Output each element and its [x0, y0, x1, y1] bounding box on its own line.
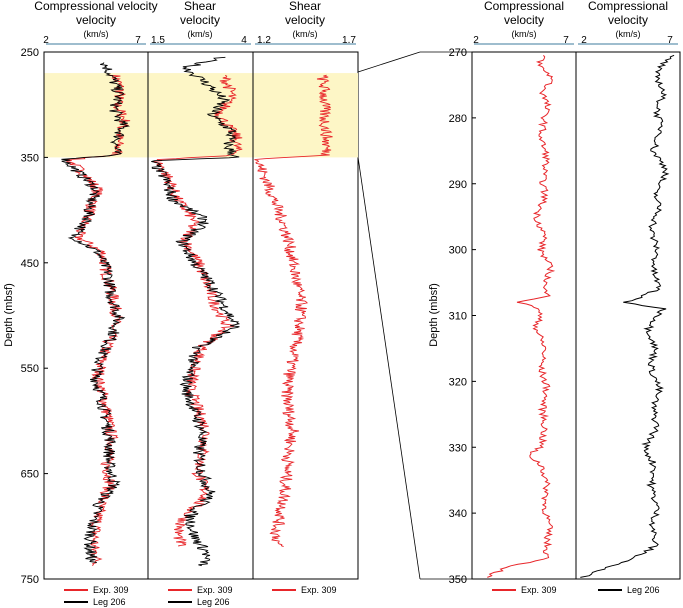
track-units: (km/s): [512, 29, 537, 39]
legend-panel-2: Exp. 309 Leg 206: [168, 585, 233, 607]
track-title: Shear: [184, 0, 216, 13]
x-tick-min: 2: [581, 35, 587, 46]
series-line-exp-309: [254, 74, 333, 548]
x-tick-max: 7: [667, 35, 673, 46]
series-line-leg-206: [151, 56, 241, 567]
x-tick-max: 7: [563, 35, 569, 46]
zoom-connector-top: [357, 51, 421, 73]
x-tick-max: 4: [241, 35, 247, 46]
panel-compressional-zoom-leg206: Compressional velocity (km/s) 2 7: [575, 0, 681, 580]
legend-label-leg206: Leg 206: [197, 597, 230, 607]
y-axis-label: Depth (mbsf): [3, 283, 15, 347]
y-axis-label-zoom: Depth (mbsf): [428, 283, 440, 347]
panel-compressional-zoom-exp309: Compressional velocity (km/s) 2 7: [471, 0, 577, 580]
track-frame: [471, 51, 577, 580]
track-title-2: velocity: [76, 13, 116, 27]
zoom-connector-bottom: [357, 156, 421, 580]
y-tick-label: 550: [21, 363, 39, 375]
highlight-band: [44, 73, 358, 158]
track-title: Compressional velocity: [34, 0, 157, 13]
track-frame: [575, 51, 681, 580]
y-tick-label: 330: [449, 442, 467, 454]
legend-panel-4: Exp. 309: [492, 585, 557, 595]
series-line-leg-206: [61, 62, 131, 563]
y-tick-label: 310: [449, 311, 467, 323]
y-tick-label: 650: [21, 469, 39, 481]
track-title: Compressional: [484, 0, 564, 13]
legend-label-leg206: Leg 206: [627, 585, 660, 595]
x-tick-min: 1.5: [151, 35, 165, 46]
series-line-leg-206: [580, 54, 675, 578]
legend-panel-1: Exp. 309 Leg 206: [64, 585, 129, 607]
y-tick-label: 340: [449, 508, 467, 520]
track-title-2: velocity: [180, 13, 220, 27]
legend-label-exp309: Exp. 309: [197, 585, 233, 595]
track-title: Shear: [289, 0, 321, 13]
y-tick-label: 270: [449, 47, 467, 59]
y-tick-label: 350: [449, 574, 467, 586]
y-tick-label: 750: [21, 574, 39, 586]
legend-label-exp309: Exp. 309: [521, 585, 557, 595]
series-line-exp-309: [487, 54, 556, 578]
x-tick-min: 2: [43, 35, 49, 46]
track-title: Compressional: [588, 0, 668, 13]
track-title-2: velocity: [608, 13, 648, 27]
x-tick-max: 1.7: [342, 35, 356, 46]
track-title-2: velocity: [285, 13, 325, 27]
track-units: (km/s): [616, 29, 641, 39]
track-units: (km/s): [293, 29, 318, 39]
legend-label-exp309: Exp. 309: [301, 585, 337, 595]
legend-label-exp309: Exp. 309: [93, 585, 129, 595]
y-tick-label: 290: [449, 179, 467, 191]
x-tick-max: 7: [135, 35, 141, 46]
y-tick-label: 280: [449, 113, 467, 125]
legend-panel-5: Leg 206: [598, 585, 660, 595]
y-tick-label: 350: [21, 152, 39, 164]
legend-panel-3: Exp. 309: [272, 585, 337, 595]
y-tick-label: 320: [449, 376, 467, 388]
y-tick-label: 300: [449, 245, 467, 257]
track-units: (km/s): [188, 29, 213, 39]
plot-marks: 250 350 450 550 650 750 270 280 290 300 310 320 330 3…: [21, 47, 675, 586]
legend-label-leg206: Leg 206: [93, 597, 126, 607]
x-tick-min: 1.2: [257, 35, 271, 46]
x-tick-min: 2: [473, 35, 479, 46]
track-units: (km/s): [84, 29, 109, 39]
y-tick-label: 250: [21, 47, 39, 59]
y-tick-label: 450: [21, 258, 39, 270]
track-title-2: velocity: [504, 13, 544, 27]
